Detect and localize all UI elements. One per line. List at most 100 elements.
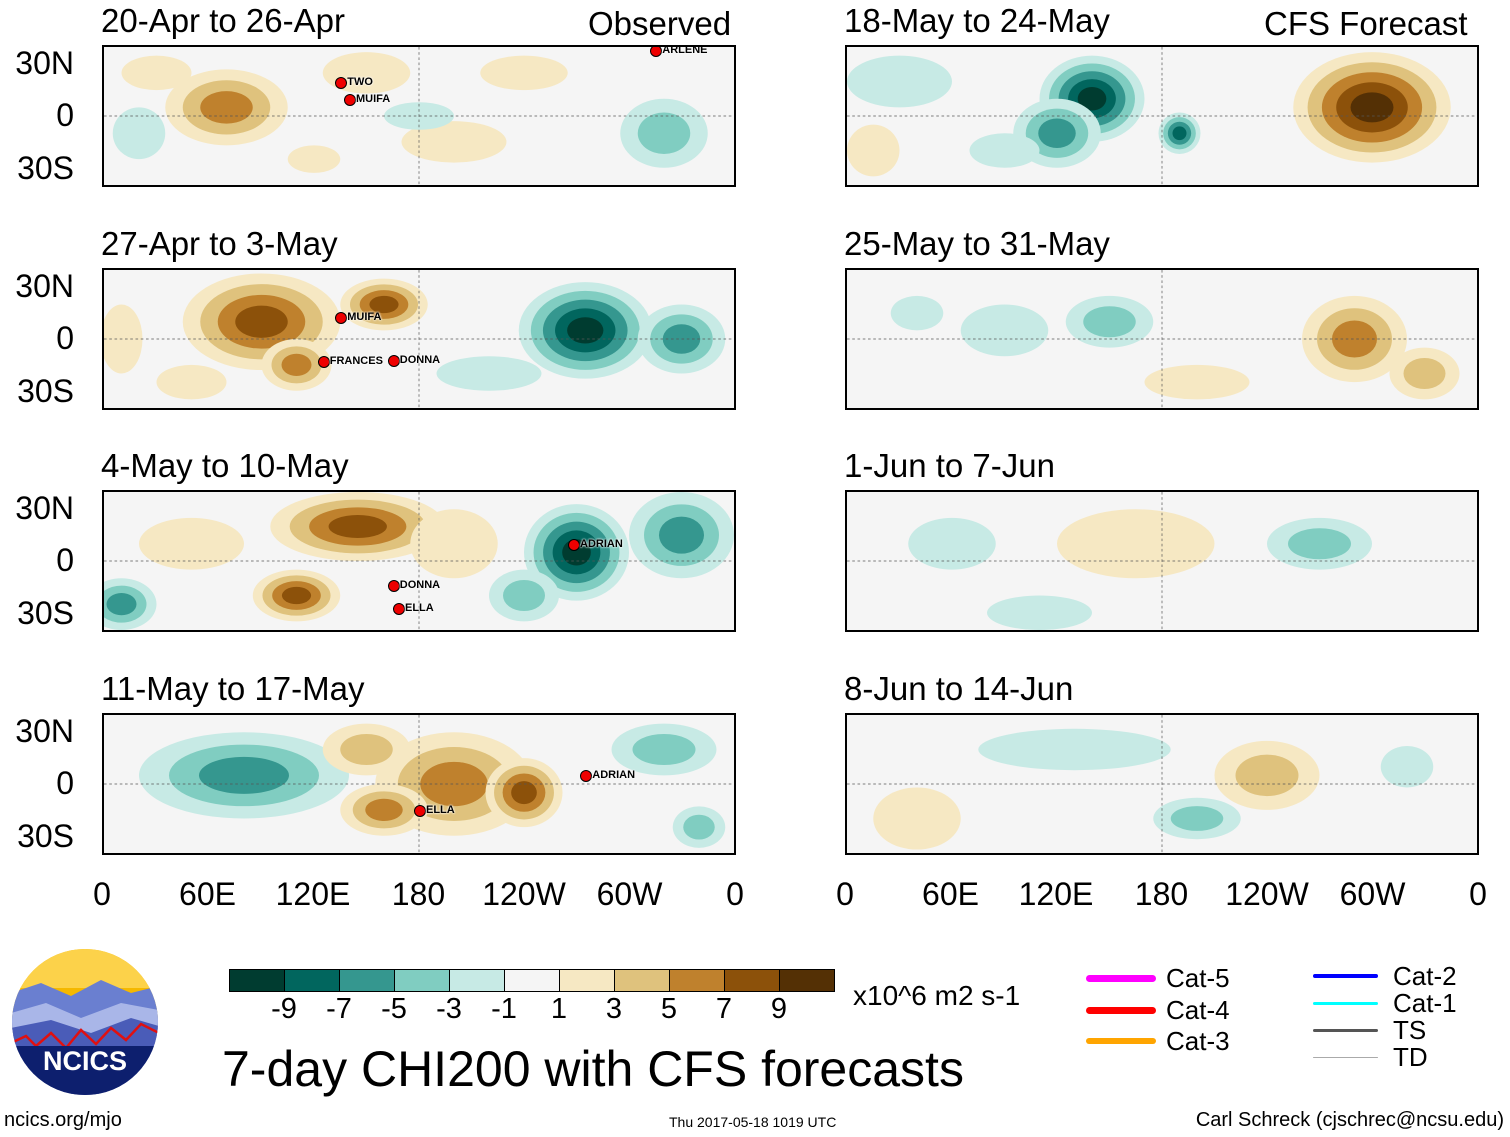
anomaly-contour — [637, 112, 691, 154]
map-panel: MUIFA FRANCES DONNA — [102, 268, 736, 410]
anomaly-contour — [1170, 806, 1224, 831]
lon-label: 60E — [922, 876, 979, 912]
storm-label: ADRIAN — [592, 769, 636, 782]
anomaly-contour — [987, 595, 1092, 630]
anomaly-contour — [1288, 528, 1351, 560]
anomaly-contour — [1380, 746, 1434, 788]
panel-title: 1-Jun to 7-Jun — [844, 447, 1055, 484]
lat-label: 30S — [17, 373, 74, 409]
legend-label: Cat-5 — [1166, 963, 1230, 993]
lon-label: 0 — [1469, 876, 1487, 912]
lat-label: 0 — [56, 542, 74, 578]
panel-title: 25-May to 31-May — [844, 225, 1110, 262]
legend-line — [1086, 1038, 1156, 1044]
panel-title: 4-May to 10-May — [101, 447, 349, 484]
legend-label: TD — [1393, 1042, 1428, 1072]
storm-label: ELLA — [405, 601, 434, 614]
anomaly-contour — [328, 515, 387, 538]
panel-title: 27-Apr to 3-May — [101, 225, 338, 262]
anomaly-contour — [281, 353, 312, 376]
anomaly-contour — [281, 586, 312, 605]
main-title: 7-day CHI200 with CFS forecasts — [222, 1041, 964, 1097]
anomaly-contour — [121, 55, 192, 91]
colorbar-swatch — [284, 969, 340, 992]
panel-title: 18-May to 24-May — [844, 2, 1110, 39]
colorbar-units: x10^6 m2 s-1 — [853, 980, 1021, 1011]
anomaly-contour — [908, 517, 996, 570]
anomaly-contour — [1077, 86, 1107, 111]
anomaly-contour — [365, 798, 403, 821]
storm-label: MUIFA — [356, 92, 391, 105]
storm-label: ADRIAN — [580, 537, 623, 550]
anomaly-contour — [567, 317, 604, 344]
panel-title: 11-May to 17-May — [101, 670, 365, 707]
lat-label: 30S — [17, 818, 74, 854]
colorbar-label: 9 — [770, 993, 788, 1025]
colorbar-swatch — [559, 969, 615, 992]
forecast-label: CFS Forecast — [1264, 5, 1468, 42]
anomaly-contour — [480, 55, 568, 91]
anomaly-contour — [1332, 320, 1377, 358]
storm-marker-icon — [393, 602, 405, 615]
lat-label: 30S — [17, 150, 74, 186]
colorbar-label: 5 — [660, 993, 678, 1025]
colorbar-swatch — [724, 969, 780, 992]
legend-line — [1086, 974, 1156, 982]
lon-label: 0 — [93, 876, 111, 912]
anomaly-contour — [139, 517, 244, 570]
anomaly-contour — [662, 324, 701, 354]
anomaly-contour — [287, 145, 341, 173]
observed-label: Observed — [588, 5, 732, 42]
anomaly-contour — [1083, 306, 1136, 338]
anomaly-contour — [1350, 92, 1394, 123]
storm-marker-icon — [568, 538, 580, 551]
legend-line — [1086, 1006, 1156, 1014]
anomaly-contour — [1172, 126, 1187, 141]
storm-marker-icon — [580, 770, 593, 783]
anomaly-contour — [873, 787, 961, 850]
anomaly-contour — [1057, 509, 1215, 579]
legend-label: Cat-1 — [1393, 988, 1457, 1018]
colorbar-swatch — [394, 969, 450, 992]
colorbar-swatch — [669, 969, 725, 992]
map-panel — [845, 713, 1479, 855]
storm-marker-icon — [335, 76, 348, 89]
panel-title: 8-Jun to 14-Jun — [844, 670, 1074, 707]
legend-line — [1313, 974, 1378, 978]
legend-label: Cat-4 — [1166, 995, 1230, 1025]
colorbar-label: -9 — [271, 993, 297, 1025]
credit: Carl Schreck (cjschrec@ncsu.edu) — [1195, 1109, 1504, 1131]
map-panel — [845, 268, 1479, 410]
anomaly-contour — [104, 304, 143, 374]
map-panel: TWO MUIFA ARLENE — [102, 45, 736, 187]
url-link[interactable]: ncics.org/mjo — [4, 1109, 122, 1131]
storm-label: FRANCES — [329, 355, 383, 368]
lat-label: 30S — [17, 595, 74, 631]
legend-line — [1313, 1001, 1378, 1005]
lon-label: 0 — [726, 876, 744, 912]
lat-label: 0 — [56, 97, 74, 133]
lat-label: 30N — [15, 45, 74, 81]
anomaly-contour — [436, 356, 542, 391]
storm-label: DONNA — [399, 353, 441, 366]
anomaly-contour — [1235, 754, 1299, 797]
map-panel — [845, 45, 1479, 187]
anomaly-contour — [632, 733, 696, 766]
anomaly-contour — [1144, 364, 1250, 400]
anomaly-contour — [369, 295, 399, 314]
timestamp: Thu 2017-05-18 1019 UTC — [669, 1114, 837, 1130]
logo-text: NCICS — [43, 1046, 127, 1076]
colorbar-label: 7 — [715, 993, 733, 1025]
lon-label: 60W — [1339, 876, 1406, 912]
lon-label: 60E — [179, 876, 236, 912]
colorbar-swatch — [504, 969, 560, 992]
colorbar-label: -3 — [436, 993, 462, 1025]
storm-label: DONNA — [399, 579, 441, 592]
lat-label: 30N — [15, 713, 74, 749]
storm-label: ELLA — [426, 803, 455, 816]
anomaly-contour — [960, 304, 1049, 357]
colorbar-swatch — [779, 969, 835, 992]
panel-title: 20-Apr to 26-Apr — [101, 2, 345, 39]
lat-label: 0 — [56, 765, 74, 801]
